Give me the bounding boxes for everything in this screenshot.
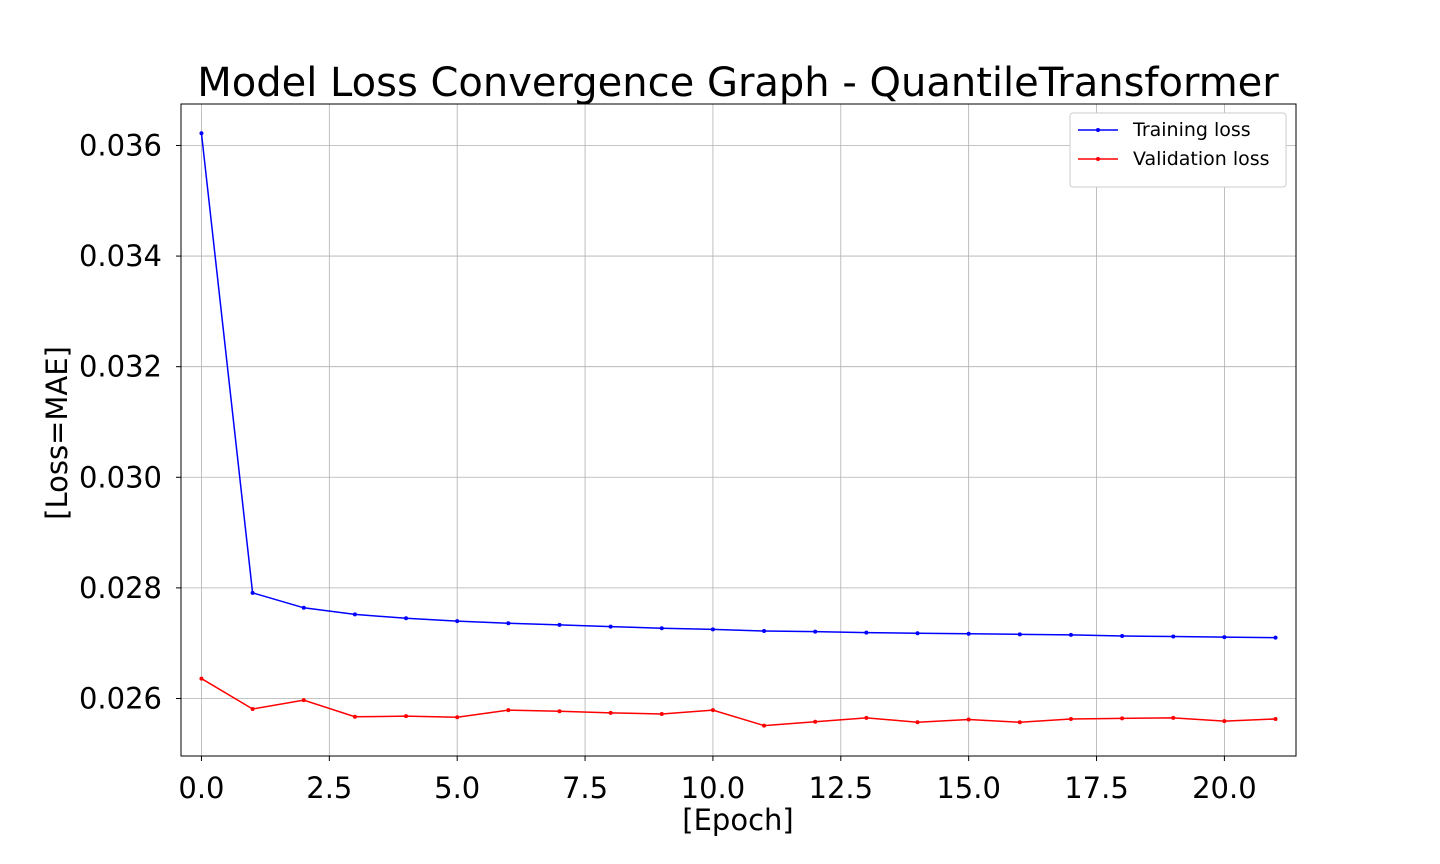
plot-frame <box>180 103 1297 757</box>
validation-loss-point <box>1120 716 1125 721</box>
validation-loss-point <box>966 717 971 722</box>
validation-legend-marker <box>1096 157 1100 161</box>
validation-loss-point <box>404 714 409 719</box>
validation-loss-line <box>201 677 1276 727</box>
x-tick-label: 17.5 <box>1064 771 1129 805</box>
legend: Training loss Validation loss <box>1069 112 1287 188</box>
validation-loss-point <box>301 698 306 703</box>
series-lines <box>199 131 1278 728</box>
validation-loss-point <box>506 708 511 713</box>
training-loss-point <box>199 131 204 136</box>
training-loss-point <box>404 616 409 621</box>
y-axis-label: [Loss=MAE] <box>40 346 74 520</box>
x-tick-label: 10.0 <box>681 771 746 805</box>
grid <box>181 104 1296 756</box>
training-loss-point <box>762 629 767 634</box>
training-loss-point <box>1017 632 1022 637</box>
y-tick-label: 0.036 <box>79 128 162 162</box>
axis-ticks: 0.0 2.5 5.0 7.5 10.0 12.5 15.0 17.5 20.0 0.026 0.0… <box>79 128 1257 805</box>
x-axis-label: [Epoch] <box>682 803 793 837</box>
y-tick-label: 0.030 <box>79 460 162 494</box>
validation-loss-point <box>557 709 562 714</box>
validation-loss-point <box>710 708 715 713</box>
y-tick-label: 0.026 <box>79 681 162 715</box>
training-loss-point <box>1222 635 1227 640</box>
validation-loss-point <box>1273 716 1278 721</box>
validation-loss-point <box>352 714 357 719</box>
x-tick-label: 0.0 <box>178 771 224 805</box>
validation-loss-point <box>1068 716 1073 721</box>
x-tick-label: 15.0 <box>936 771 1001 805</box>
training-loss-point <box>915 631 920 636</box>
training-loss-point <box>1068 632 1073 637</box>
validation-loss-point <box>864 715 869 720</box>
validation-loss-point <box>608 710 613 715</box>
training-loss-point <box>864 630 869 635</box>
validation-loss-point <box>762 723 767 728</box>
x-tick-label: 7.5 <box>562 771 608 805</box>
validation-loss-point <box>659 711 664 716</box>
legend-box <box>1069 112 1287 188</box>
training-loss-point <box>1273 635 1278 640</box>
training-loss-line <box>200 133 1276 639</box>
training-loss-point <box>301 605 306 610</box>
training-legend-label: Training loss <box>1132 119 1251 141</box>
validation-loss-point <box>199 676 204 681</box>
validation-loss-point <box>915 720 920 725</box>
validation-loss-point <box>813 719 818 724</box>
training-loss-point <box>250 590 255 595</box>
training-loss-point <box>506 621 511 626</box>
training-loss-point <box>710 627 715 632</box>
training-loss-point <box>557 622 562 627</box>
y-tick-label: 0.032 <box>79 350 162 384</box>
training-loss-point <box>1171 634 1176 639</box>
validation-loss-point <box>250 706 255 711</box>
x-tick-label: 20.0 <box>1192 771 1257 805</box>
validation-loss-point <box>1222 719 1227 724</box>
training-loss-point <box>813 629 818 634</box>
training-loss-point <box>1120 633 1125 638</box>
training-legend-marker <box>1096 128 1100 132</box>
y-tick-label: 0.034 <box>79 239 162 273</box>
training-loss-point <box>455 619 460 624</box>
validation-loss-point <box>1017 720 1022 725</box>
training-loss-point <box>608 624 613 629</box>
validation-loss-point <box>1171 715 1176 720</box>
validation-loss-point <box>455 715 460 720</box>
x-tick-label: 2.5 <box>306 771 352 805</box>
chart-title: Model Loss Convergence Graph - QuantileT… <box>197 60 1279 106</box>
x-tick-label: 12.5 <box>809 771 874 805</box>
validation-legend-label: Validation loss <box>1133 148 1270 170</box>
training-loss-point <box>966 631 971 636</box>
training-loss-point <box>352 612 357 617</box>
x-tick-label: 5.0 <box>434 771 480 805</box>
y-tick-label: 0.028 <box>79 571 162 605</box>
training-loss-point <box>659 626 664 631</box>
